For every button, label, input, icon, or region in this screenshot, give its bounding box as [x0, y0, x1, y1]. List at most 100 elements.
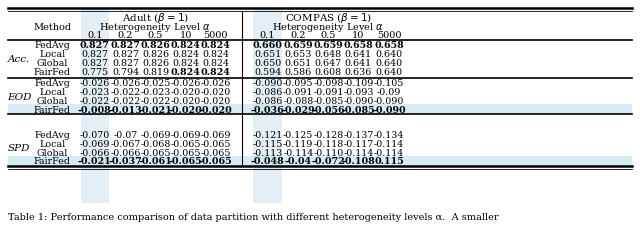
Text: 0.650: 0.650: [254, 59, 281, 68]
Text: 0.824: 0.824: [172, 50, 199, 59]
Text: -0.023: -0.023: [140, 88, 171, 97]
Text: 0.827: 0.827: [111, 41, 140, 50]
Text: -0.085: -0.085: [342, 105, 375, 114]
Text: -0.008: -0.008: [78, 105, 111, 114]
Text: 0.660: 0.660: [253, 41, 282, 50]
Text: -0.091: -0.091: [313, 88, 344, 97]
Text: -0.134: -0.134: [374, 131, 404, 140]
Text: -0.036: -0.036: [251, 105, 284, 114]
Text: -0.069: -0.069: [170, 131, 201, 140]
Text: -0.069: -0.069: [140, 131, 171, 140]
Bar: [8, 105, 632, 115]
Text: -0.020: -0.020: [170, 88, 201, 97]
Text: -0.026: -0.026: [110, 79, 141, 88]
Text: Local: Local: [39, 50, 66, 59]
Text: -0.066: -0.066: [110, 148, 141, 157]
Text: -0.070: -0.070: [79, 131, 110, 140]
Text: 0.827: 0.827: [112, 59, 139, 68]
Text: Global: Global: [36, 59, 68, 68]
Text: -0.108: -0.108: [342, 157, 375, 166]
Text: FedAvg: FedAvg: [35, 79, 70, 88]
Text: -0.093: -0.093: [343, 88, 374, 97]
Text: -0.119: -0.119: [283, 139, 314, 148]
Bar: [8, 156, 632, 166]
Text: FairFed: FairFed: [34, 67, 71, 76]
Text: -0.023: -0.023: [79, 88, 110, 97]
Text: -0.04: -0.04: [285, 157, 312, 166]
Text: 0.824: 0.824: [201, 41, 230, 50]
Text: -0.090: -0.090: [372, 105, 406, 114]
Text: Table 1: Performance comparison of data partition with different heterogeneity l: Table 1: Performance comparison of data …: [8, 212, 499, 221]
Text: 0.608: 0.608: [315, 67, 342, 76]
Text: -0.022: -0.022: [110, 96, 141, 106]
Text: 0.826: 0.826: [142, 50, 169, 59]
Text: Adult ($\beta = 1$): Adult ($\beta = 1$): [122, 11, 189, 25]
Text: 0.658: 0.658: [344, 41, 373, 50]
Text: -0.020: -0.020: [170, 96, 201, 106]
Text: 0.2: 0.2: [118, 31, 133, 40]
Text: -0.066: -0.066: [79, 148, 110, 157]
Text: -0.072: -0.072: [312, 157, 345, 166]
Text: 0.636: 0.636: [345, 67, 372, 76]
Text: -0.090: -0.090: [343, 96, 374, 106]
Text: 0.819: 0.819: [142, 67, 169, 76]
Text: Global: Global: [36, 96, 68, 106]
Text: -0.065: -0.065: [200, 139, 231, 148]
Text: -0.020: -0.020: [200, 96, 231, 106]
Text: -0.109: -0.109: [343, 79, 374, 88]
Text: 5000: 5000: [204, 31, 228, 40]
Text: 0.826: 0.826: [141, 41, 170, 50]
Text: -0.069: -0.069: [200, 131, 231, 140]
Text: 0.651: 0.651: [285, 59, 312, 68]
Text: 0.594: 0.594: [254, 67, 281, 76]
Text: FedAvg: FedAvg: [35, 131, 70, 140]
Text: -0.065: -0.065: [200, 148, 231, 157]
Text: 5000: 5000: [377, 31, 401, 40]
Text: Local: Local: [39, 139, 66, 148]
Text: 0.641: 0.641: [345, 50, 372, 59]
Text: -0.069: -0.069: [79, 139, 110, 148]
Text: -0.020: -0.020: [169, 105, 202, 114]
Text: -0.121: -0.121: [252, 131, 283, 140]
Text: -0.065: -0.065: [140, 148, 171, 157]
Text: -0.125: -0.125: [283, 131, 314, 140]
Text: 0.824: 0.824: [201, 67, 230, 76]
Text: 0.659: 0.659: [284, 41, 313, 50]
Text: 0.5: 0.5: [148, 31, 163, 40]
Text: -0.021: -0.021: [139, 105, 172, 114]
Text: -0.029: -0.029: [282, 105, 315, 114]
Text: 0.586: 0.586: [285, 67, 312, 76]
Text: Method: Method: [33, 22, 72, 32]
Text: 0.640: 0.640: [376, 50, 403, 59]
Text: -0.118: -0.118: [313, 139, 344, 148]
Text: -0.085: -0.085: [313, 96, 344, 106]
Text: 0.658: 0.658: [374, 41, 404, 50]
Text: -0.022: -0.022: [79, 96, 110, 106]
Text: -0.086: -0.086: [252, 96, 283, 106]
Text: SPD: SPD: [8, 144, 31, 153]
Text: -0.022: -0.022: [140, 96, 171, 106]
Text: 0.648: 0.648: [315, 50, 342, 59]
Text: 0.824: 0.824: [171, 41, 200, 50]
Text: 0.659: 0.659: [314, 41, 343, 50]
Text: -0.067: -0.067: [110, 139, 141, 148]
Text: -0.115: -0.115: [252, 139, 283, 148]
Text: COMPAS ($\beta = 1$): COMPAS ($\beta = 1$): [285, 11, 372, 25]
Text: 0.824: 0.824: [202, 50, 229, 59]
Bar: [81, 10, 109, 203]
Text: -0.114: -0.114: [343, 148, 374, 157]
Text: -0.137: -0.137: [343, 131, 374, 140]
Text: -0.048: -0.048: [251, 157, 284, 166]
Text: -0.020: -0.020: [200, 88, 231, 97]
Text: -0.095: -0.095: [283, 79, 314, 88]
Text: 0.5: 0.5: [321, 31, 336, 40]
Text: -0.061: -0.061: [139, 157, 172, 166]
Text: -0.065: -0.065: [169, 157, 202, 166]
Text: -0.013: -0.013: [109, 105, 142, 114]
Text: 10: 10: [352, 31, 365, 40]
Text: FedAvg: FedAvg: [35, 41, 70, 50]
Text: 0.775: 0.775: [81, 67, 108, 76]
Text: -0.09: -0.09: [377, 88, 401, 97]
Text: -0.025: -0.025: [140, 79, 171, 88]
Text: -0.026: -0.026: [79, 79, 110, 88]
